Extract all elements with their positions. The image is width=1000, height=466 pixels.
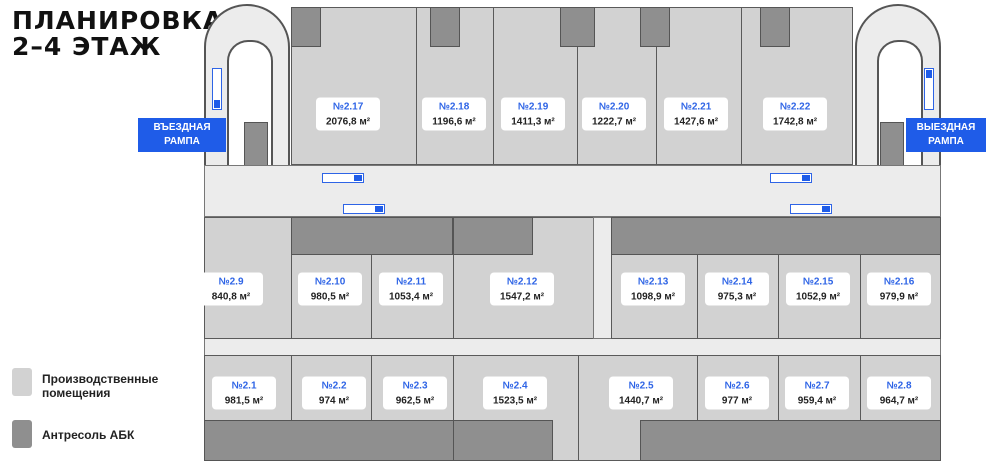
abk-area	[560, 7, 595, 47]
unit-label: №2.5 1440,7 м²	[609, 376, 673, 410]
unit-label: №2.4 1523,5 м²	[483, 376, 547, 410]
car-icon	[790, 204, 832, 214]
abk-area	[640, 420, 941, 461]
corridor-lower	[204, 338, 941, 356]
stair-passage	[593, 217, 612, 339]
abk-area	[453, 420, 553, 461]
abk-area	[880, 122, 904, 166]
unit-label: №2.7 959,4 м²	[785, 376, 849, 410]
unit-label: №2.14 975,3 м²	[705, 272, 769, 306]
abk-area	[430, 7, 460, 47]
unit-label: №2.12 1547,2 м²	[490, 272, 554, 306]
abk-area	[204, 420, 454, 461]
unit-2-18[interactable]	[416, 7, 494, 165]
unit-label: №2.1 981,5 м²	[212, 376, 276, 410]
unit-label: №2.21 1427,6 м²	[664, 97, 728, 131]
car-icon	[924, 68, 934, 110]
car-icon	[770, 173, 812, 183]
abk-area	[244, 122, 268, 166]
car-icon	[322, 173, 364, 183]
abk-area	[453, 217, 533, 255]
abk-area	[611, 217, 941, 255]
legend-label-production: Производственные помещения	[42, 372, 159, 400]
abk-area	[640, 7, 670, 47]
unit-label: №2.2 974 м²	[302, 376, 366, 410]
unit-label: №2.18 1196,6 м²	[422, 97, 486, 131]
unit-label: №2.16 979,9 м²	[867, 272, 931, 306]
unit-2-22[interactable]	[741, 7, 853, 165]
unit-label: №2.19 1411,3 м²	[501, 97, 565, 131]
unit-label: №2.8 964,7 м²	[867, 376, 931, 410]
legend-swatch-production	[12, 368, 32, 396]
unit-label: №2.13 1098,9 м²	[621, 272, 685, 306]
abk-area	[760, 7, 790, 47]
car-icon	[212, 68, 222, 110]
unit-2-21[interactable]	[656, 7, 742, 165]
abk-area	[291, 7, 321, 47]
unit-label: №2.9 840,8 м²	[199, 272, 263, 306]
legend-label-abk: Антресоль АБК	[42, 428, 135, 442]
unit-label: №2.15 1052,9 м²	[786, 272, 850, 306]
page-title: ПЛАНИРОВКА 2–4 ЭТАЖ	[12, 6, 224, 61]
unit-label: №2.17 2076,8 м²	[316, 97, 380, 131]
unit-label: №2.3 962,5 м²	[383, 376, 447, 410]
abk-area	[291, 217, 453, 255]
entry-ramp-label: ВЪЕЗДНАЯ РАМПА	[138, 118, 226, 152]
unit-label: №2.22 1742,8 м²	[763, 97, 827, 131]
unit-label: №2.10 980,5 м²	[298, 272, 362, 306]
legend-swatch-abk	[12, 420, 32, 448]
unit-label: №2.11 1053,4 м²	[379, 272, 443, 306]
car-icon	[343, 204, 385, 214]
unit-label: №2.20 1222,7 м²	[582, 97, 646, 131]
exit-ramp-label: ВЫЕЗДНАЯ РАМПА	[906, 118, 986, 152]
unit-label: №2.6 977 м²	[705, 376, 769, 410]
